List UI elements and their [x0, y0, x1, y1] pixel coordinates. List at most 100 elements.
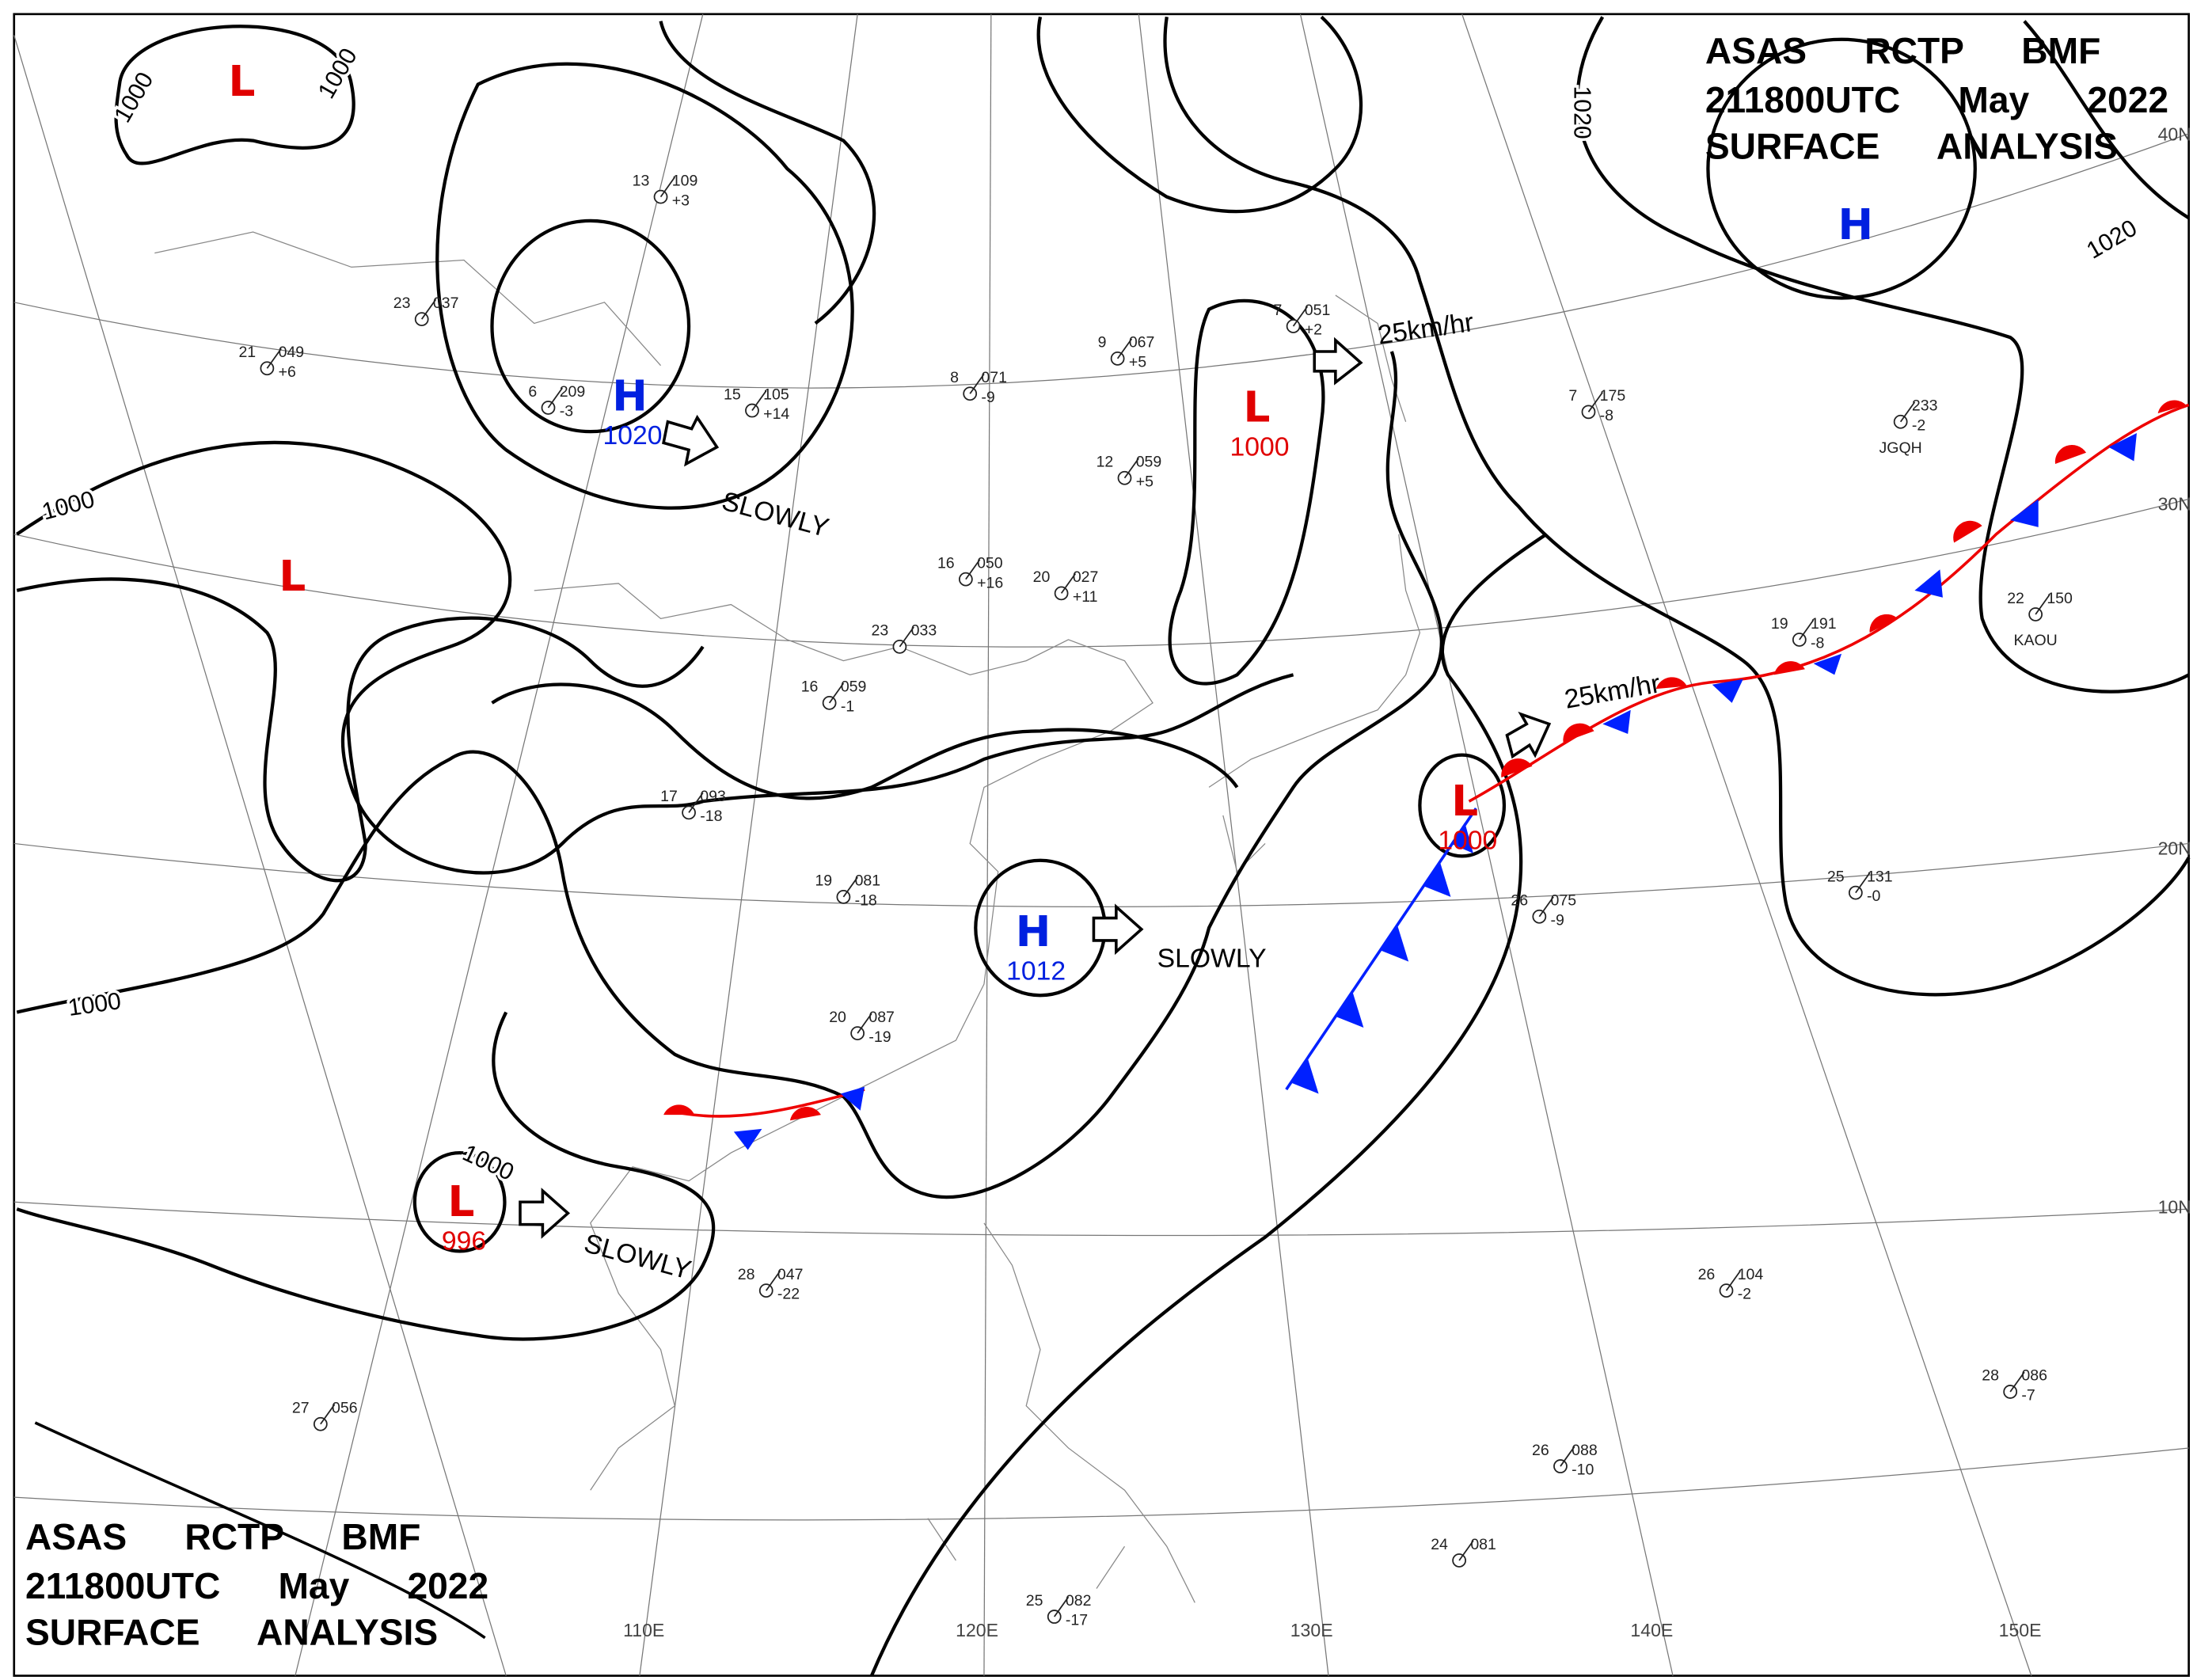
station-id: KAOU [2013, 632, 2057, 649]
station-temp: 21 [238, 344, 256, 361]
station-tendency: -22 [777, 1286, 800, 1303]
station-temp: 20 [829, 1009, 846, 1026]
station-pressure: 086 [2021, 1367, 2047, 1385]
latitude-line [13, 842, 2189, 907]
station-temp: 23 [393, 295, 411, 312]
station-temp: 7 [1274, 302, 1283, 319]
latitude-label: 10N [2158, 1196, 2191, 1217]
isobar [869, 533, 1548, 1677]
system-pressure: 996 [442, 1226, 486, 1256]
station-tendency: +3 [672, 192, 690, 209]
coastline [1208, 295, 1421, 873]
fronts [663, 400, 2190, 1150]
station-temp: 23 [871, 622, 888, 640]
station-marker [2003, 1385, 2018, 1399]
wind-barb [266, 348, 282, 369]
longitude-label: 120E [956, 1620, 998, 1640]
wind-barb [1799, 619, 1815, 640]
isobar-label: 1020 [1569, 86, 1595, 139]
station-temp: 26 [1511, 892, 1528, 910]
station-pressure: 049 [279, 344, 305, 361]
system-pressure: 1012 [1006, 956, 1066, 986]
station-pressure: 105 [763, 386, 789, 403]
station-pressure: 233 [1912, 397, 1938, 415]
station-temp: 16 [937, 554, 955, 572]
coastline [154, 231, 1154, 1491]
station-pressure: 209 [560, 383, 586, 401]
station-pressure: 104 [1738, 1266, 1764, 1283]
system-symbol: L [228, 57, 255, 106]
longitude-label: 130E [1290, 1620, 1333, 1640]
wind-barb [688, 792, 704, 813]
header-line: SURFACE ANALYSIS [1705, 126, 2118, 167]
station-marker [1792, 633, 1807, 647]
header-line: 211800UTC May 2022 [1705, 79, 2168, 120]
isobar [16, 440, 1294, 875]
isobar [1163, 17, 2191, 997]
station-marker [1054, 586, 1069, 601]
station-tendency: -17 [1066, 1612, 1088, 1629]
station-pressure: 150 [2047, 590, 2073, 607]
station-temp: 28 [738, 1266, 755, 1283]
isobar [490, 219, 691, 434]
station-tendency: +11 [1073, 588, 1098, 606]
motion-label: SLOWLY [1157, 944, 1267, 974]
station-pressure: 131 [1867, 868, 1893, 885]
system-symbol: H [1838, 200, 1874, 249]
longitude-line [13, 35, 507, 1676]
station-pressure: 175 [1600, 387, 1626, 405]
wind-barb [899, 626, 914, 648]
wind-barb [1292, 306, 1309, 327]
header-line: ASAS RCTP BMF [1705, 30, 2100, 71]
cold-front-pips [1290, 822, 1473, 1094]
station-tendency: -18 [700, 808, 722, 825]
wind-barb [857, 1013, 872, 1034]
station-temp: 16 [801, 678, 819, 696]
station-tendency: +6 [279, 363, 296, 381]
station-temp: 25 [1026, 1592, 1043, 1610]
station-temp: 22 [2007, 590, 2024, 607]
wind-barb [1855, 872, 1871, 894]
system-symbol: L [279, 552, 306, 601]
station-pressure: 037 [433, 295, 459, 312]
station-pressure: 051 [1305, 302, 1331, 319]
station-tendency: -1 [841, 698, 854, 716]
station-tendency: -18 [855, 892, 877, 910]
station-pressure: 191 [1811, 615, 1837, 633]
station-tendency: +5 [1136, 473, 1154, 490]
station-id: JGQH [1879, 439, 1922, 457]
system-symbol: L [1243, 383, 1270, 432]
longitude-line [1461, 13, 2032, 1676]
station-temp: 13 [633, 172, 650, 189]
station-pressure: 093 [700, 788, 726, 805]
station-temp: 9 [1098, 334, 1107, 352]
station-pressure: 027 [1073, 568, 1099, 586]
longitude-label: 110E [623, 1620, 664, 1640]
header-line: ASAS RCTP BMF [25, 1516, 420, 1557]
system-pressure: 1000 [1438, 826, 1497, 856]
coastline [927, 1222, 1195, 1603]
station-marker [2028, 607, 2043, 621]
station-pressure: 059 [841, 678, 867, 696]
station-pressure: 109 [672, 172, 698, 189]
coastlines [154, 231, 1421, 1603]
wind-barb [1560, 1446, 1575, 1467]
wind-barb [420, 298, 437, 320]
station-pressure: 033 [911, 622, 937, 640]
latitude-label: 30N [2158, 494, 2191, 515]
station-temp: 15 [724, 386, 741, 403]
station-marker [1719, 1283, 1734, 1298]
station-tendency: -8 [1600, 407, 1613, 424]
wind-barb [1060, 572, 1077, 594]
wind-barb [1538, 896, 1554, 918]
isobar [2023, 20, 2190, 220]
latitude-label: 20N [2158, 838, 2191, 859]
longitude-line [639, 13, 858, 1676]
longitude-label: 150E [1999, 1620, 2042, 1640]
system-symbol: L [1451, 777, 1478, 826]
station-pressure: 082 [1066, 1592, 1092, 1610]
wind-barb [2009, 1371, 2025, 1393]
longitude-line [1138, 13, 1329, 1676]
stationary-front-pips [663, 1086, 865, 1150]
